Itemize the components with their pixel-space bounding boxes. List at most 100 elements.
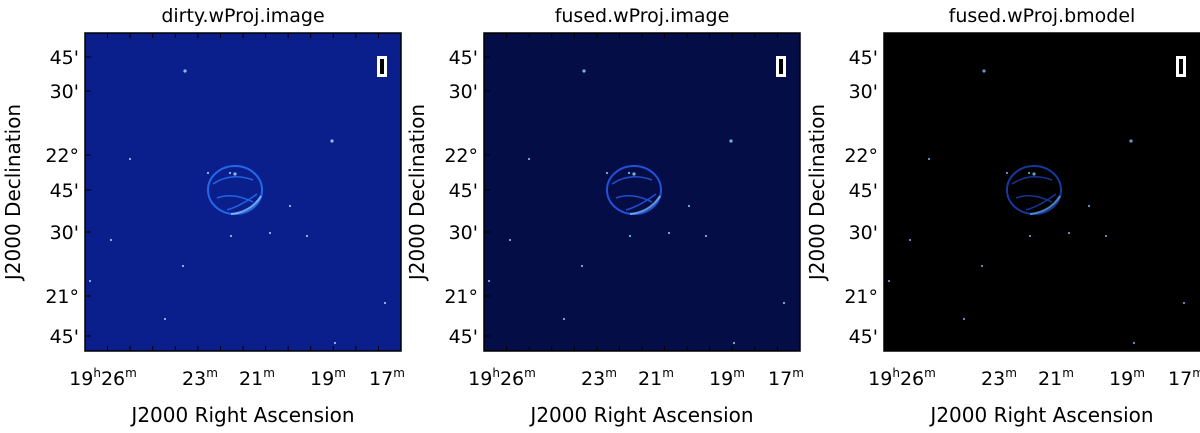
point-source: [288, 204, 292, 208]
point-source: [206, 171, 210, 175]
beam-marker-core: [380, 59, 384, 74]
ra-tick-label: 19h26m: [69, 366, 137, 390]
point-source: [268, 231, 272, 235]
dec-tick-label: 45': [849, 180, 878, 202]
ra-tick-label: 19h26m: [868, 366, 936, 390]
ra-tick-label: 21m: [1038, 366, 1074, 390]
dec-tick-label: 21°: [45, 286, 79, 308]
point-source: [305, 234, 309, 238]
dec-tick-label: 30': [50, 222, 79, 244]
point-source: [330, 139, 334, 143]
ra-tick-label: 23m: [182, 366, 218, 390]
point-source: [1104, 234, 1108, 238]
point-source: [627, 171, 631, 175]
point-source: [667, 231, 671, 235]
point-source: [183, 69, 187, 73]
sky-image: [85, 33, 401, 351]
x-axis-title: J2000 Right Ascension: [129, 403, 354, 427]
point-source: [229, 234, 233, 238]
x-axis-title: J2000 Right Ascension: [528, 403, 753, 427]
remnant-filaments: [1011, 176, 1057, 211]
point-source: [1005, 171, 1009, 175]
panel-3: fused.wProj.bmodel 45' 30' 22° 45' 30' 21° 45' 1…: [805, 5, 1200, 427]
point-source: [582, 69, 586, 73]
point-source: [580, 264, 584, 268]
point-source: [1028, 234, 1032, 238]
point-source: [1027, 171, 1031, 175]
panel-title: dirty.wProj.image: [161, 5, 324, 27]
ra-tick-label: 19h26m: [468, 366, 536, 390]
point-source: [1129, 139, 1133, 143]
dec-tick-label: 45': [50, 47, 79, 69]
point-source: [333, 341, 337, 345]
remnant-bright-arc: [230, 195, 262, 215]
ra-tick-label: 23m: [581, 366, 617, 390]
dec-tick-label: 45': [849, 326, 878, 348]
point-source: [228, 171, 232, 175]
point-source: [88, 279, 92, 283]
point-source: [1087, 204, 1091, 208]
ra-tick-label: 19m: [310, 366, 346, 390]
point-source: [128, 157, 132, 161]
ra-tick-label: 17m: [1168, 366, 1200, 390]
x-axis-title: J2000 Right Ascension: [928, 403, 1153, 427]
point-source: [887, 279, 891, 283]
dec-tick-label: 45': [449, 47, 478, 69]
panel-title: fused.wProj.image: [555, 5, 730, 27]
ra-tick-label: 17m: [369, 366, 405, 390]
dec-tick-label: 45': [449, 326, 478, 348]
point-source: [732, 341, 736, 345]
point-source: [729, 139, 733, 143]
ra-tick-label: 17m: [768, 366, 804, 390]
point-source: [687, 204, 691, 208]
dec-tick-label: 22°: [45, 145, 79, 167]
dec-tick-label: 45': [50, 180, 79, 202]
dec-tick-label: 22°: [844, 145, 878, 167]
dec-tick-label: 30': [849, 81, 878, 103]
point-source: [1132, 341, 1136, 345]
point-source: [927, 157, 931, 161]
point-source: [487, 279, 491, 283]
point-source: [962, 317, 966, 321]
dec-tick-label: 22°: [444, 145, 478, 167]
point-source: [1067, 231, 1071, 235]
dec-tick-label: 45': [849, 47, 878, 69]
y-axis-title: J2000 Declination: [1, 104, 25, 282]
panel-1: dirty.wProj.image 45' 30' 22° 45' 30' 21° 45' 19…: [45, 5, 405, 427]
dec-tick-label: 21°: [844, 286, 878, 308]
beam-marker-core: [779, 59, 783, 74]
y-axis-title: J2000 Declination: [405, 104, 429, 282]
point-source: [508, 238, 512, 242]
point-source: [163, 317, 167, 321]
y-axis-title: J2000 Declination: [805, 104, 829, 282]
dec-tick-label: 30': [449, 81, 478, 103]
beam-marker-core: [1179, 59, 1183, 74]
remnant-bright-arc: [1029, 195, 1061, 215]
point-source: [632, 172, 636, 176]
point-source: [1182, 301, 1186, 305]
point-source: [383, 301, 387, 305]
remnant-filaments: [212, 176, 258, 211]
panel-2: fused.wProj.image 45' 30' 22° 45' 30' 21° 45' 19…: [405, 5, 804, 427]
ra-tick-label: 23m: [981, 366, 1017, 390]
dec-tick-label: 30': [449, 222, 478, 244]
point-source: [628, 234, 632, 238]
point-source: [704, 234, 708, 238]
point-source: [908, 238, 912, 242]
point-source: [1032, 172, 1036, 176]
dec-tick-label: 45': [449, 180, 478, 202]
sky-image: [484, 33, 800, 351]
dec-tick-label: 45': [50, 326, 79, 348]
point-source: [527, 157, 531, 161]
dec-tick-label: 30': [50, 81, 79, 103]
point-source: [181, 264, 185, 268]
point-source: [562, 317, 566, 321]
remnant-filaments: [611, 176, 657, 211]
ra-tick-label: 19m: [1109, 366, 1145, 390]
sky-image: [884, 33, 1200, 351]
remnant-bright-arc: [629, 195, 661, 215]
ra-tick-label: 19m: [709, 366, 745, 390]
dec-tick-label: 30': [849, 222, 878, 244]
point-source: [980, 264, 984, 268]
